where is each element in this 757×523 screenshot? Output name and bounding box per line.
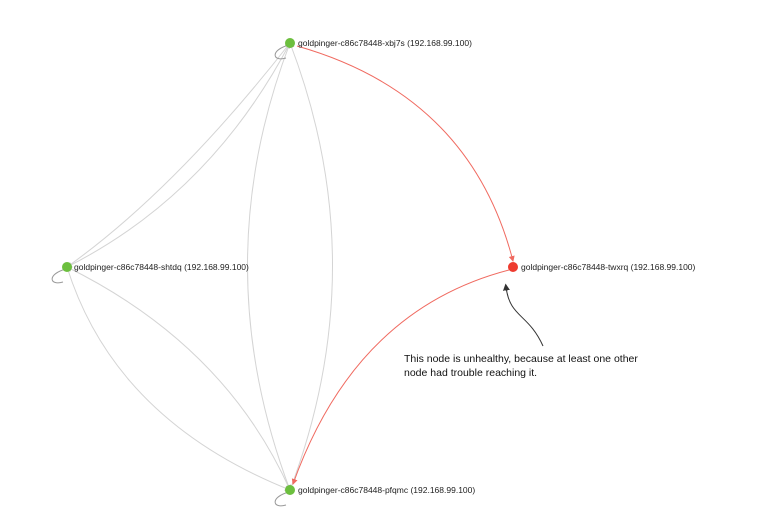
self-loop-pfqmc <box>274 491 290 507</box>
edge-xbj7s-twxrq <box>296 45 515 262</box>
node-dot-healthy[interactable] <box>285 38 295 48</box>
node-label: goldpinger-c86c78448-twxrq (192.168.99.1… <box>521 262 696 272</box>
node-dot-unhealthy[interactable] <box>508 262 518 272</box>
node-label: goldpinger-c86c78448-pfqmc (192.168.99.1… <box>298 485 475 495</box>
edge-shtdq-xbj7s <box>66 42 291 268</box>
node-dot-healthy[interactable] <box>285 485 295 495</box>
healthy-edges <box>51 42 333 507</box>
node-label: goldpinger-c86c78448-xbj7s (192.168.99.1… <box>298 38 472 48</box>
edge-shtdq-pfqmc <box>66 266 291 491</box>
node-label: goldpinger-c86c78448-shtdq (192.168.99.1… <box>74 262 249 272</box>
node-shtdq[interactable]: goldpinger-c86c78448-shtdq (192.168.99.1… <box>62 262 249 272</box>
self-loop-xbj7s <box>274 44 290 60</box>
edge-xbj7s-shtdq <box>66 42 291 268</box>
unhealthy-edges <box>291 45 515 485</box>
node-dot-healthy[interactable] <box>62 262 72 272</box>
edge-pfqmc-xbj7s <box>288 42 333 491</box>
annotation-line-2: node had trouble reaching it. <box>404 367 538 379</box>
annotation-arrow <box>502 283 544 347</box>
annotation-line-1: This node is unhealthy, because at least… <box>404 353 638 365</box>
node-pfqmc[interactable]: goldpinger-c86c78448-pfqmc (192.168.99.1… <box>285 485 475 495</box>
edge-twxrq-pfqmc <box>291 269 510 485</box>
node-twxrq[interactable]: goldpinger-c86c78448-twxrq (192.168.99.1… <box>508 262 696 272</box>
self-loop-shtdq <box>51 268 67 284</box>
edge-xbj7s-pfqmc <box>247 42 292 491</box>
edge-pfqmc-shtdq <box>66 266 291 491</box>
annotation-text: This node is unhealthy, because at least… <box>404 352 704 380</box>
node-xbj7s[interactable]: goldpinger-c86c78448-xbj7s (192.168.99.1… <box>285 38 472 48</box>
